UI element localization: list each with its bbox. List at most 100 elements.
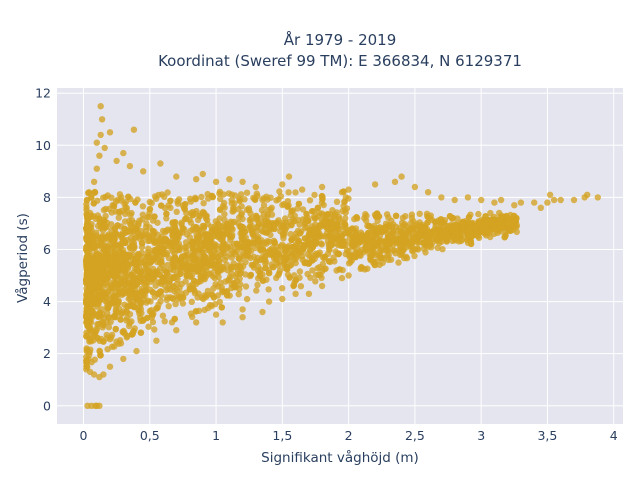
- x-tick-label: 2: [345, 428, 353, 443]
- data-point: [397, 228, 405, 235]
- data-point: [91, 189, 99, 196]
- data-point: [371, 181, 379, 188]
- data-point: [169, 219, 176, 226]
- data-point: [438, 194, 445, 201]
- data-point: [328, 241, 335, 249]
- data-point: [333, 198, 341, 205]
- data-point: [377, 254, 384, 262]
- data-point: [112, 306, 120, 313]
- data-point: [171, 224, 179, 231]
- data-point: [309, 255, 316, 262]
- data-point: [151, 213, 158, 220]
- data-point: [334, 224, 341, 232]
- data-point: [83, 236, 90, 243]
- data-point: [228, 254, 235, 261]
- data-point: [243, 189, 251, 196]
- data-point: [200, 224, 207, 231]
- data-point: [97, 131, 104, 139]
- data-point: [97, 265, 104, 272]
- data-point: [192, 308, 200, 315]
- data-point: [451, 196, 458, 204]
- data-point: [237, 223, 245, 230]
- data-point: [202, 213, 210, 220]
- data-point: [345, 260, 353, 267]
- data-point: [119, 310, 126, 317]
- data-point: [169, 295, 177, 302]
- data-point: [298, 241, 305, 249]
- data-point: [214, 268, 221, 275]
- data-point: [239, 306, 246, 313]
- data-point: [489, 216, 496, 223]
- data-point: [465, 214, 473, 221]
- data-point: [299, 186, 306, 193]
- data-point: [285, 173, 293, 180]
- data-point: [326, 232, 333, 240]
- data-point: [263, 229, 270, 236]
- data-point: [411, 246, 419, 253]
- data-point: [249, 231, 256, 238]
- data-point: [215, 273, 222, 281]
- data-point: [281, 259, 288, 266]
- data-point: [104, 192, 112, 199]
- data-point: [144, 237, 152, 244]
- data-point: [341, 198, 348, 205]
- data-point: [467, 240, 475, 248]
- data-point: [425, 228, 432, 236]
- data-point: [458, 224, 465, 231]
- data-point: [314, 228, 321, 236]
- data-point: [106, 363, 114, 370]
- data-point: [133, 281, 140, 288]
- data-point: [84, 331, 91, 338]
- x-tick-label: 4: [610, 428, 618, 443]
- data-point: [279, 241, 286, 248]
- data-point: [246, 223, 254, 231]
- data-point: [159, 312, 167, 319]
- data-point: [163, 268, 170, 276]
- data-point: [280, 235, 287, 242]
- data-point: [222, 278, 229, 285]
- data-point: [486, 229, 493, 237]
- data-point: [89, 307, 96, 314]
- data-point: [235, 291, 242, 298]
- x-axis-title: Signifikant våghöjd (m): [261, 449, 419, 466]
- data-point: [97, 352, 104, 359]
- y-tick-label: 10: [35, 138, 51, 153]
- data-point: [102, 212, 109, 220]
- data-point: [253, 287, 260, 294]
- data-point: [385, 241, 392, 249]
- data-point: [243, 295, 251, 303]
- data-point: [93, 229, 100, 236]
- data-point: [248, 215, 255, 222]
- data-point: [411, 252, 418, 260]
- data-point: [112, 295, 119, 303]
- data-point: [433, 227, 440, 235]
- data-point: [415, 222, 422, 230]
- data-point: [90, 260, 98, 267]
- data-point: [297, 283, 305, 290]
- data-point: [537, 204, 544, 211]
- data-point: [224, 220, 231, 228]
- data-point: [189, 266, 196, 273]
- data-point: [433, 235, 440, 243]
- data-point: [239, 178, 246, 185]
- data-point: [139, 288, 146, 295]
- data-point: [195, 246, 203, 253]
- data-point: [275, 246, 282, 254]
- data-point: [128, 209, 135, 217]
- data-point: [120, 149, 127, 157]
- data-point: [173, 173, 180, 180]
- data-point: [294, 227, 302, 235]
- data-point: [261, 254, 269, 261]
- data-point: [160, 278, 167, 285]
- data-point: [464, 233, 472, 240]
- data-point: [385, 223, 393, 230]
- data-point: [472, 231, 480, 238]
- data-point: [239, 314, 246, 321]
- data-point: [319, 195, 326, 203]
- data-point: [178, 219, 185, 226]
- data-point: [97, 103, 104, 110]
- data-point: [83, 204, 90, 211]
- data-point: [288, 208, 295, 215]
- data-point: [409, 230, 417, 237]
- data-point: [90, 200, 98, 207]
